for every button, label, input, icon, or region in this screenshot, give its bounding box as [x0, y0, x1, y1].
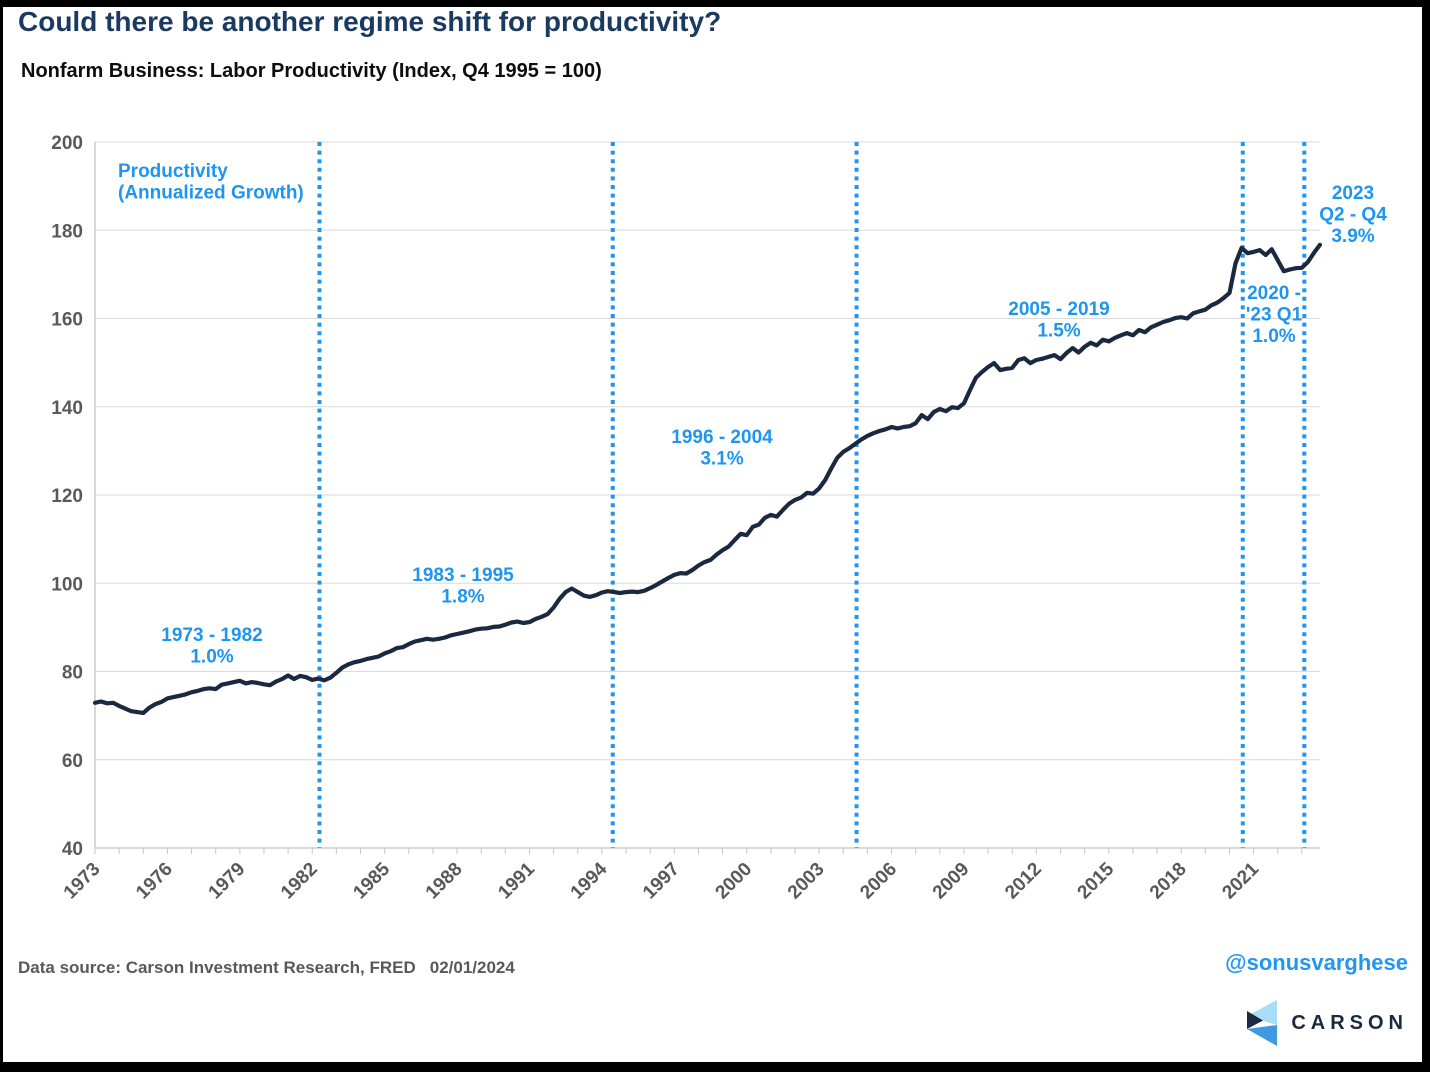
data-source-label: Data source: Carson Investment Research,… [18, 958, 416, 977]
carson-logo-icon [1247, 1000, 1278, 1046]
chart-subtitle: Nonfarm Business: Labor Productivity (In… [21, 60, 602, 82]
carson-logo: CARSON [1245, 1000, 1408, 1047]
page-title: Could there be another regime shift for … [18, 6, 722, 37]
carson-logo-text: CARSON [1291, 1012, 1408, 1034]
slide-background [3, 7, 1422, 1062]
data-source: Data source: Carson Investment Research,… [18, 958, 515, 978]
data-source-date: 02/01/2024 [429, 958, 515, 977]
twitter-handle: @sonusvarghese [1225, 950, 1408, 975]
